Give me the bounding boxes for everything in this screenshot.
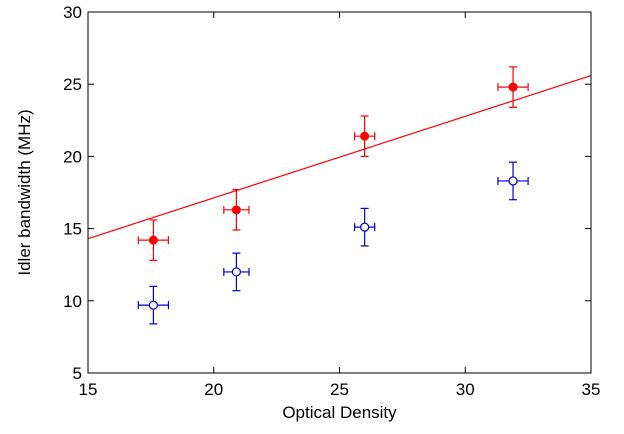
tick-layer: 15 20 25 30 35 5 10 15 20 25 30 — [63, 3, 600, 399]
x-tick-label: 15 — [79, 380, 98, 399]
x-axis-label: Optical Density — [282, 403, 397, 422]
y-tick-label: 5 — [73, 364, 82, 383]
marker-open — [231, 267, 241, 277]
marker-filled — [148, 235, 158, 245]
x-tick-label: 20 — [204, 380, 223, 399]
marker-filled — [231, 205, 241, 215]
y-tick-label: 10 — [63, 292, 82, 311]
data-point — [223, 252, 250, 292]
data-point — [353, 115, 376, 157]
data-point — [137, 285, 170, 325]
data-point — [497, 66, 529, 108]
y-tick-label: 15 — [63, 220, 82, 239]
marker-open — [508, 176, 518, 186]
y-tick-label: 25 — [63, 75, 82, 94]
marker-open — [360, 222, 370, 232]
series-open-circle — [137, 161, 529, 325]
data-point — [353, 207, 376, 247]
fit-line-layer — [87, 74, 592, 240]
data-layer — [137, 66, 529, 325]
data-point — [137, 219, 170, 261]
series-filled-circle — [137, 66, 529, 261]
marker-filled — [360, 131, 370, 141]
marker-open — [148, 300, 158, 310]
y-tick-label: 20 — [63, 147, 82, 166]
y-axis-label: Idler bandwidth (MHz) — [15, 109, 34, 275]
x-tick-label: 35 — [582, 380, 601, 399]
plot-area — [88, 12, 591, 373]
fit-line — [87, 74, 592, 240]
x-tick-label: 30 — [456, 380, 475, 399]
data-point — [223, 189, 250, 231]
y-tick-label: 30 — [63, 3, 82, 22]
marker-filled — [508, 82, 518, 92]
x-tick-label: 25 — [330, 380, 349, 399]
data-point — [497, 161, 529, 201]
